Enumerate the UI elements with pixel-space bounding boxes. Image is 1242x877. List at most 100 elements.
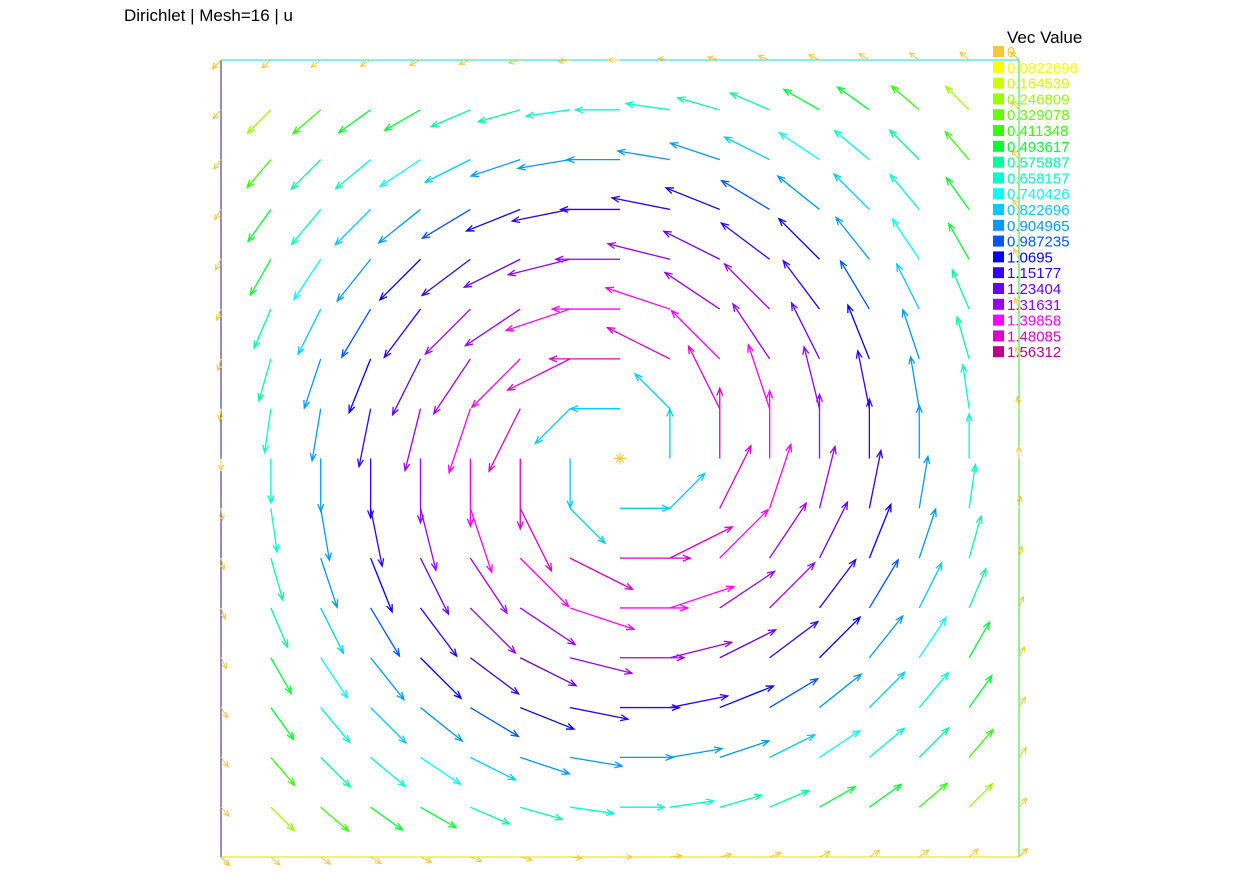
field-arrow	[469, 159, 521, 178]
field-arrow	[782, 88, 820, 111]
field-arrow	[510, 208, 571, 224]
field-arrow	[918, 616, 947, 659]
boundary-arrow	[220, 607, 227, 621]
legend-label: 1.48085	[1007, 328, 1061, 345]
field-arrow	[573, 106, 620, 114]
field-arrow	[419, 557, 450, 616]
field-arrow	[815, 392, 824, 459]
boundary-arrow	[669, 853, 683, 860]
field-arrow	[317, 458, 325, 514]
field-arrow	[253, 308, 272, 350]
field-arrow	[633, 372, 671, 410]
field-arrow	[719, 444, 752, 509]
field-arrow	[419, 607, 458, 658]
center-zero-marker	[614, 452, 626, 465]
field-arrow	[520, 706, 576, 730]
field-arrow	[245, 159, 272, 189]
field-arrow	[868, 671, 906, 709]
field-arrow	[777, 131, 820, 161]
boundary-arrow	[719, 852, 733, 859]
boundary-arrow	[1012, 198, 1020, 210]
field-arrow	[891, 217, 920, 260]
field-arrow	[719, 570, 777, 609]
boundary-arrow	[1010, 99, 1020, 111]
field-arrow	[554, 255, 620, 263]
legend-swatch	[993, 77, 1004, 89]
field-arrow	[960, 363, 970, 409]
field-arrow	[777, 217, 820, 260]
field-arrow	[566, 458, 574, 510]
field-arrow	[383, 308, 422, 359]
boundary-arrow	[656, 56, 670, 63]
boundary-arrow	[706, 55, 720, 62]
field-arrow	[383, 109, 421, 132]
field-arrow	[624, 101, 670, 111]
field-arrow	[918, 671, 950, 708]
field-arrow	[847, 303, 870, 360]
field-arrow	[320, 707, 351, 744]
field-arrow	[420, 756, 463, 786]
field-arrow	[890, 84, 920, 111]
field-arrow	[605, 326, 671, 360]
boundary-arrow	[1015, 395, 1022, 409]
field-arrow	[620, 803, 667, 811]
legend-swatch	[993, 204, 1004, 215]
field-arrow	[888, 128, 920, 161]
field-arrow	[968, 462, 978, 509]
field-arrow	[728, 92, 770, 111]
boundary-arrow	[260, 59, 272, 69]
field-arrow	[832, 172, 870, 210]
field-arrow	[769, 677, 820, 709]
boundary-arrow	[959, 51, 970, 61]
field-arrow	[669, 798, 716, 808]
field-arrow	[403, 408, 422, 473]
field-arrow	[790, 301, 821, 360]
field-arrow	[836, 86, 870, 111]
field-arrow	[270, 557, 285, 602]
field-arrow	[290, 209, 322, 246]
field-arrow	[270, 806, 296, 832]
legend-label: 0.575887	[1007, 155, 1070, 172]
field-arrow	[303, 358, 322, 410]
field-arrow	[391, 358, 422, 417]
field-arrow	[447, 408, 471, 475]
field-arrow	[506, 358, 571, 391]
field-arrow	[320, 607, 345, 655]
field-arrow	[719, 629, 778, 659]
legend-swatch	[993, 125, 1004, 136]
boundary-arrow	[217, 408, 224, 422]
field-arrow	[547, 355, 620, 363]
field-arrow	[747, 343, 771, 409]
field-arrow	[620, 703, 682, 712]
field-arrow	[716, 386, 724, 459]
legend-swatch	[993, 156, 1004, 168]
field-arrow	[669, 693, 730, 709]
field-arrow	[334, 159, 372, 190]
boundary-arrow	[270, 856, 281, 866]
legend-swatch	[993, 267, 1004, 279]
legend-label: 0.822696	[1007, 202, 1070, 219]
boundary-arrow	[620, 853, 634, 861]
field-arrow	[776, 174, 820, 210]
field-arrow	[868, 727, 906, 758]
legend-swatch	[993, 109, 1004, 121]
field-arrow	[944, 130, 970, 161]
boundary-arrow	[1018, 696, 1026, 708]
color-legend: Vec Value00.08226960.1645390.2468090.329…	[993, 28, 1082, 361]
field-arrow	[520, 806, 564, 821]
legend-label: 1.0695	[1007, 249, 1053, 266]
boundary-arrow	[216, 358, 223, 372]
field-arrow	[516, 458, 524, 531]
field-arrow	[568, 405, 620, 413]
boundary-arrow	[570, 854, 584, 861]
field-arrow	[267, 458, 275, 505]
field-arrow	[865, 397, 873, 459]
boundary-arrow	[1017, 545, 1024, 559]
field-arrow	[469, 508, 493, 574]
field-arrow	[719, 793, 764, 808]
boundary-arrow	[213, 159, 222, 171]
field-arrow	[463, 308, 521, 347]
field-arrow	[420, 657, 463, 700]
legend-label: 0.740426	[1007, 186, 1070, 203]
